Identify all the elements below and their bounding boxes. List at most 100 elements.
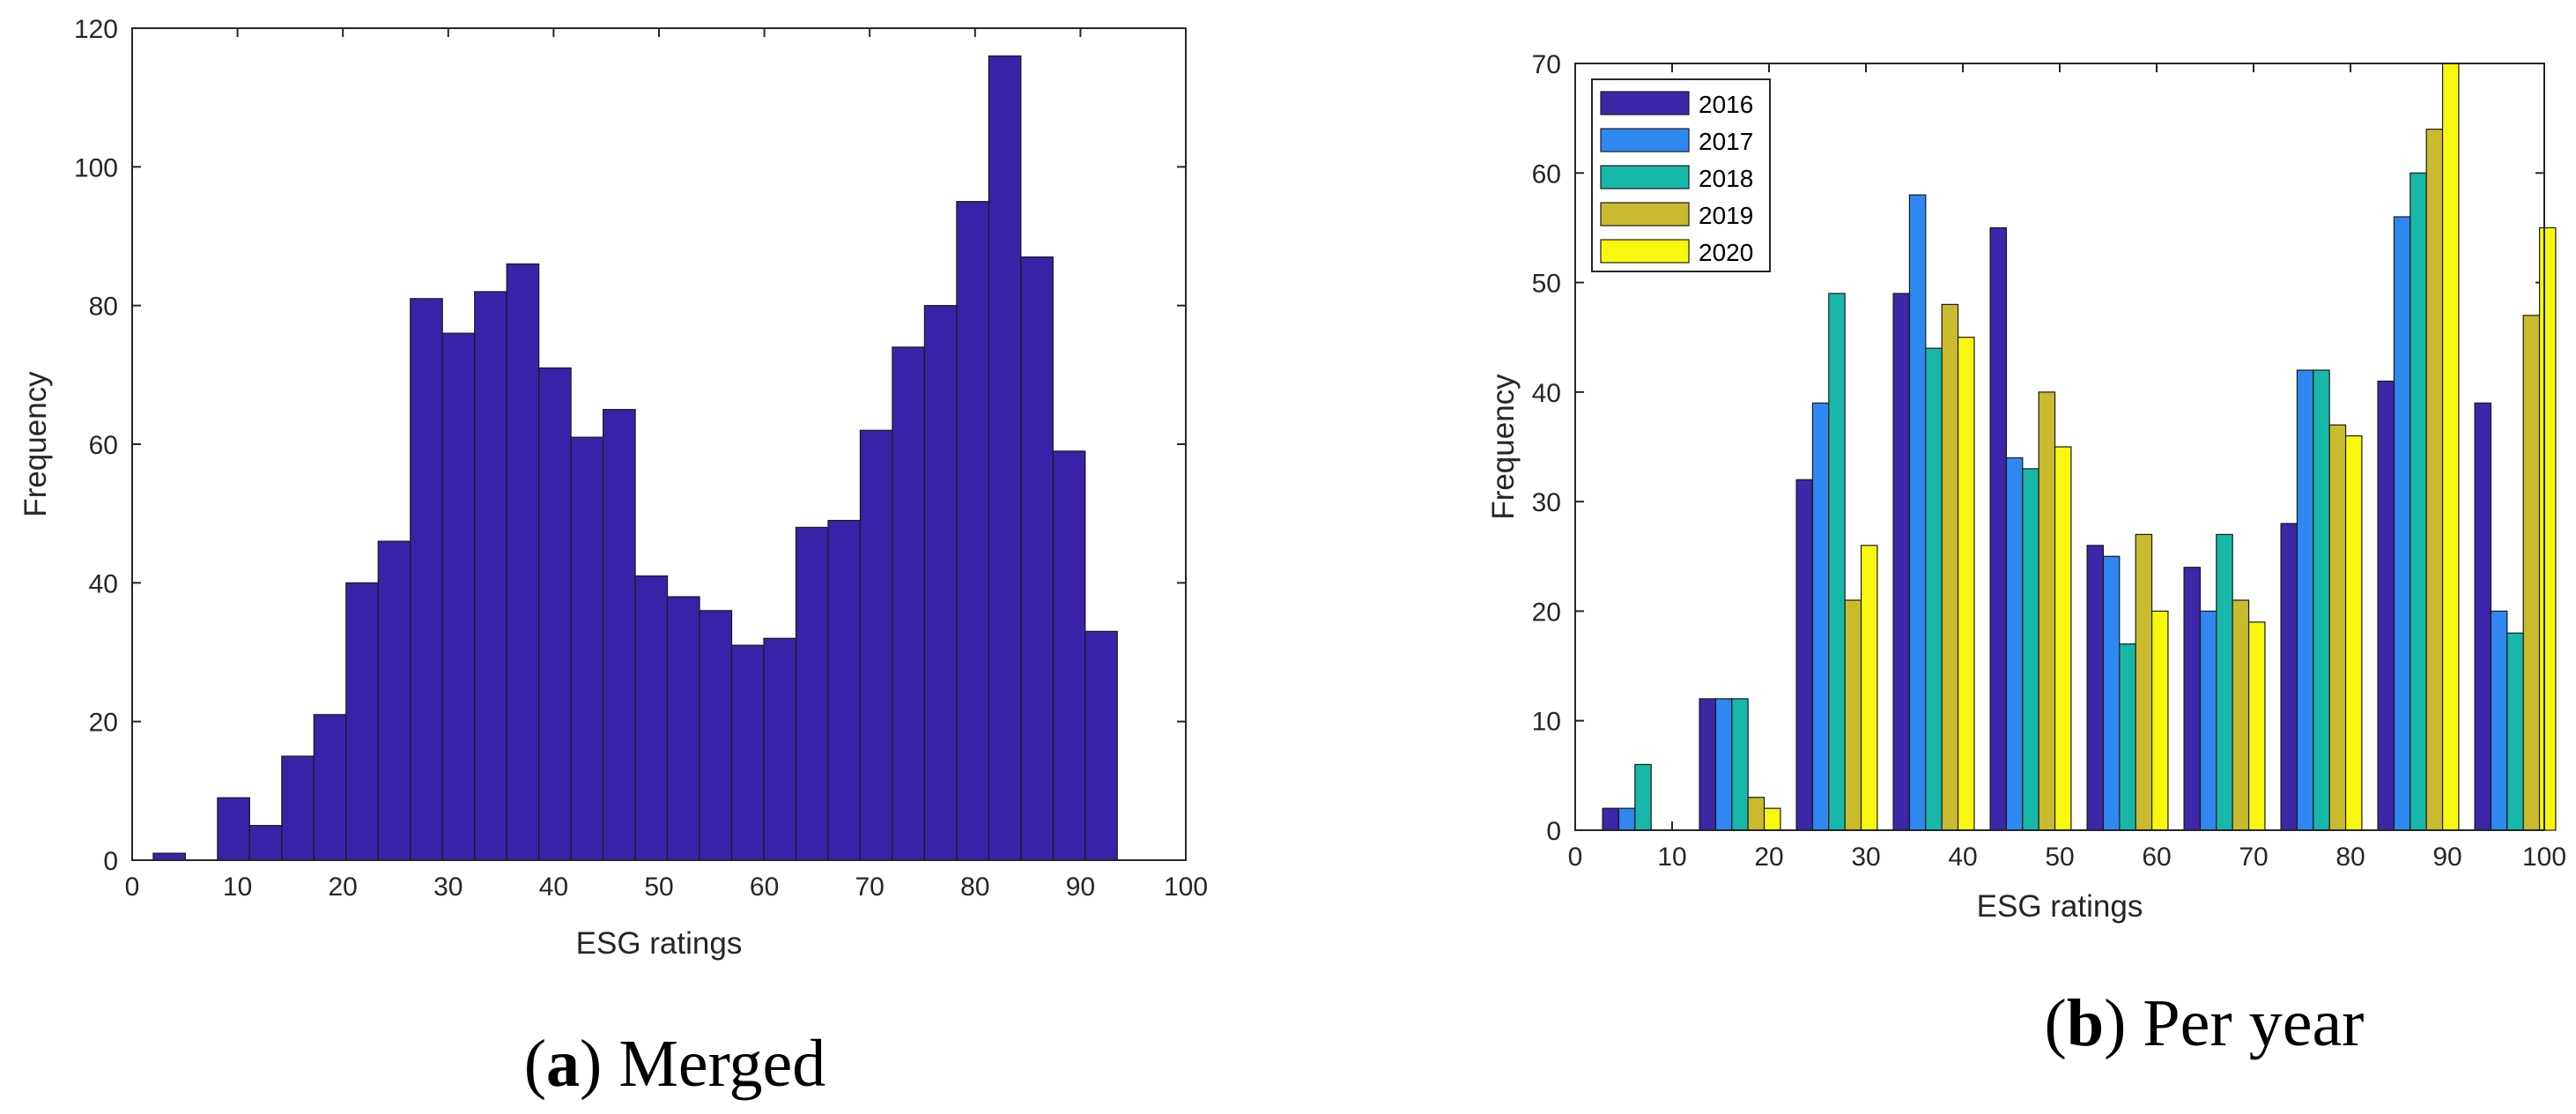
legend-label-2017: 2017: [1699, 128, 1753, 155]
panel-b-bar-2019-1: [1747, 797, 1765, 831]
panel-b-bar-2020-4: [2054, 446, 2072, 831]
panel-a-bar-12: [538, 367, 572, 861]
panel-b-bar-2016-3: [1892, 293, 1911, 831]
panel-b-ytick-label: 10: [1532, 708, 1561, 737]
panel-a-ytick-label: 60: [89, 431, 118, 460]
panel-a-bar-24: [923, 305, 958, 861]
panel-b-bar-2019-7: [2328, 424, 2347, 831]
panel-a-bar-8: [410, 298, 443, 861]
panel-b-xtick-label: 10: [1657, 843, 1686, 872]
panel-b-bar-2016-0: [1602, 807, 1620, 831]
panel-b-bar-2018-8: [2409, 172, 2427, 831]
panel-b-caption: (b) Per year: [2045, 986, 2365, 1060]
panel-a-bar-19: [763, 637, 797, 861]
panel-b-xtick-label: 90: [2432, 843, 2461, 872]
panel-b-bar-2017-4: [2005, 457, 2024, 831]
panel-b-bar-2016-7: [2280, 523, 2298, 831]
panel-b-bar-2016-2: [1795, 479, 1814, 831]
panel-a-xtick-label: 30: [433, 873, 463, 902]
panel-a-ytick-label: 80: [89, 293, 118, 322]
panel-a-bar-5: [313, 714, 347, 861]
panel-b-bar-2017-7: [2296, 369, 2314, 831]
panel-a-ytick-label: 40: [89, 569, 118, 598]
legend-swatch-2018: [1600, 165, 1690, 189]
panel-b-ytick-label: 70: [1532, 50, 1561, 79]
panel-a-xtick-label: 20: [329, 873, 358, 902]
panel-b-bar-2019-3: [1941, 303, 1959, 831]
panel-b-bar-2017-6: [2199, 610, 2217, 831]
panel-a-bar-0: [152, 852, 186, 861]
panel-b-xtick-label: 50: [2045, 843, 2074, 872]
panel-a-caption-text: Merged: [618, 1027, 825, 1101]
panel-b-bar-2017-9: [2490, 610, 2508, 831]
panel-a-xtick-label: 0: [125, 873, 140, 902]
panel-a-ytick-label: 120: [74, 15, 118, 44]
panel-b-caption-text: Per year: [2143, 986, 2364, 1060]
panel-b-xtick-label: 40: [1948, 843, 1977, 872]
panel-b-bar-2016-5: [2086, 545, 2105, 831]
panel-b-bar-2018-9: [2506, 632, 2524, 831]
panel-b-bar-2018-1: [1731, 698, 1749, 831]
panel-b-bar-2018-0: [1634, 763, 1652, 831]
panel-b-bar-2019-4: [2038, 391, 2056, 831]
panel-a-ytick-label: 100: [74, 153, 118, 182]
panel-b-xtick-label: 20: [1754, 843, 1783, 872]
panel-b-bar-2019-2: [1844, 599, 1862, 831]
panel-b-bar-2017-2: [1811, 402, 1830, 831]
panel-b-xtick-label: 0: [1568, 843, 1583, 872]
legend-swatch-2019: [1600, 202, 1690, 227]
panel-b-legend: 2016 2017 2018 2019 2020: [1591, 78, 1771, 272]
panel-b-xtick-label: 70: [2239, 843, 2268, 872]
panel-a-xtick-label: 100: [1164, 873, 1208, 902]
panel-a-bar-29: [1084, 630, 1118, 861]
panel-b-bar-2020-3: [1957, 337, 1975, 831]
panel-b-bar-2017-3: [1908, 194, 1927, 831]
panel-a-bar-20: [795, 526, 829, 861]
panel-b-xtick-label: 100: [2522, 843, 2566, 872]
panel-a-bar-3: [248, 825, 283, 861]
panel-b-bar-2018-6: [2216, 533, 2233, 831]
panel-a-bar-16: [666, 596, 700, 861]
panel-a-ylabel: Frequency: [19, 371, 53, 517]
legend-label-2016: 2016: [1699, 91, 1753, 118]
panel-b-bar-2019-9: [2522, 315, 2541, 831]
panel-a-xlabel: ESG ratings: [576, 926, 743, 961]
panel-a-bar-22: [859, 429, 893, 861]
panel-b-per-year-histogram: 0 10 20 30 40 50 60 70 80 90 100 0 10 20 30 40 50 60 70 20…: [1486, 50, 2566, 1060]
panel-b-bar-2017-8: [2393, 216, 2411, 831]
panel-a-bar-21: [827, 519, 862, 861]
panel-b-ytick-label: 60: [1532, 160, 1561, 189]
panel-a-ytick-label: 20: [89, 709, 118, 738]
panel-a-bar-14: [603, 409, 636, 861]
panel-a-xtick-label: 90: [1066, 873, 1095, 902]
panel-b-bar-2016-8: [2377, 380, 2395, 831]
legend-label-2018: 2018: [1699, 165, 1753, 192]
panel-b-bar-2016-9: [2474, 402, 2492, 831]
panel-b-axes-box: [1574, 63, 2545, 831]
panel-b-ylabel: Frequency: [1486, 374, 1521, 520]
panel-b-bar-2018-2: [1828, 293, 1846, 831]
panel-a-bar-15: [634, 575, 669, 861]
panel-a-xtick-label: 40: [539, 873, 568, 902]
panel-b-bar-2018-5: [2119, 643, 2136, 831]
panel-b-bar-2020-1: [1763, 807, 1781, 831]
panel-a-xtick-label: 70: [855, 873, 885, 902]
panel-b-ytick-label: 30: [1532, 488, 1561, 517]
panel-a-axes-box: [131, 27, 1187, 861]
legend-swatch-2017: [1600, 128, 1690, 152]
panel-b-bar-2016-6: [2183, 567, 2202, 831]
panel-a-bar-26: [988, 55, 1022, 861]
panel-a-bar-6: [345, 582, 379, 861]
panel-b-bar-2017-0: [1617, 807, 1636, 831]
panel-a-bar-13: [570, 436, 604, 861]
panel-b-ytick-label: 20: [1532, 598, 1561, 627]
panel-b-xlabel: ESG ratings: [1977, 889, 2143, 924]
panel-b-bar-2020-5: [2150, 610, 2169, 831]
panel-a-xtick-label: 60: [750, 873, 779, 902]
panel-a-xtick-label: 50: [644, 873, 673, 902]
panel-b-bar-2020-7: [2344, 434, 2363, 831]
panel-b-xtick-label: 30: [1851, 843, 1880, 872]
panel-b-bar-2016-1: [1699, 698, 1717, 831]
panel-a-caption-letter: a: [546, 1027, 580, 1101]
panel-b-ytick-label: 0: [1546, 817, 1561, 846]
